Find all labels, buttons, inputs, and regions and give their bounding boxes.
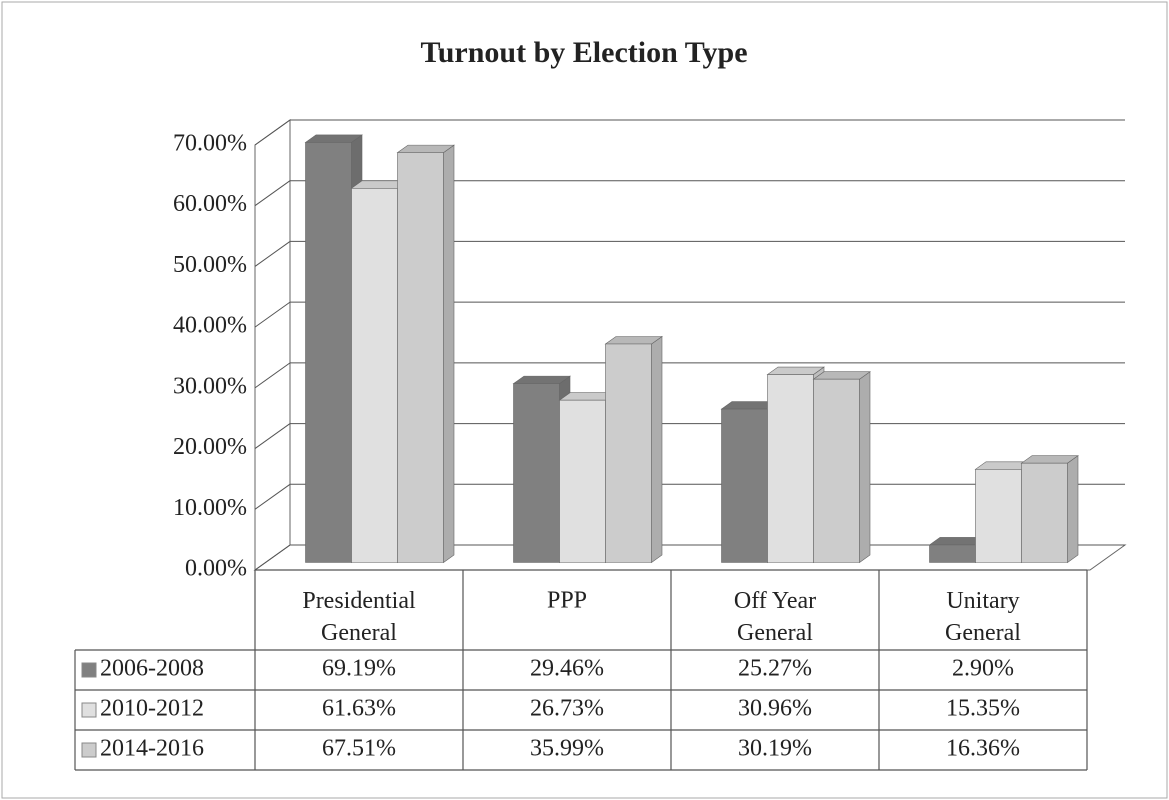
grid-line	[254, 119, 291, 146]
bar-side	[859, 371, 871, 564]
side-wall	[254, 119, 291, 571]
bar	[396, 144, 455, 564]
grid-line	[254, 483, 291, 510]
chart-title: Turnout by Election Type	[420, 36, 747, 69]
grid-line	[254, 241, 291, 267]
bar-top	[1020, 455, 1079, 464]
bar-side	[443, 144, 455, 564]
bar	[812, 371, 871, 564]
bar-front	[351, 188, 398, 563]
bar-front	[929, 544, 976, 563]
y-tick-label: 20.00%	[173, 434, 247, 460]
x-tick-label: Presidential General	[302, 588, 416, 646]
bar	[604, 335, 663, 564]
bar-side	[651, 335, 663, 564]
bar-top	[604, 336, 663, 345]
grid-line	[254, 362, 291, 389]
legend-label: 2010-2012	[100, 696, 204, 722]
legend-label: 2014-2016	[100, 736, 204, 762]
data-label: 35.99%	[530, 736, 604, 762]
y-tick-label: 10.00%	[173, 495, 247, 521]
data-label: 30.19%	[738, 736, 812, 762]
y-tick-label: 40.00%	[173, 313, 247, 339]
bar-front	[605, 343, 652, 563]
legend-swatch	[81, 742, 97, 758]
grid-line	[254, 423, 291, 449]
data-label: 26.73%	[530, 696, 604, 722]
y-tick-label: 30.00%	[173, 373, 247, 399]
bar-top	[396, 144, 455, 153]
bar-side	[1067, 455, 1079, 564]
data-label: 30.96%	[738, 696, 812, 722]
bar	[1020, 455, 1079, 564]
bar-front	[975, 469, 1022, 563]
bar-front	[721, 408, 768, 563]
bar-top	[812, 371, 871, 380]
legend-label: 2006-2008	[100, 656, 204, 682]
data-label: 67.51%	[322, 736, 396, 762]
legend-swatch	[81, 702, 97, 718]
x-tick-label: PPP	[547, 588, 587, 614]
y-tick-label: 60.00%	[173, 191, 247, 217]
bar-front	[513, 383, 560, 563]
y-tick-label: 70.00%	[173, 131, 247, 157]
grid-line	[254, 180, 291, 207]
data-label: 69.19%	[322, 656, 396, 682]
data-label: 61.63%	[322, 696, 396, 722]
bar-front	[1021, 462, 1068, 563]
bar-top	[512, 375, 571, 384]
grid-line	[254, 301, 291, 328]
x-tick-label: Unitary General	[945, 588, 1021, 646]
x-tick-label: Off Year General	[734, 588, 816, 646]
data-label: 2.90%	[952, 656, 1014, 682]
bar-front	[813, 378, 860, 563]
bar-front	[305, 142, 352, 563]
bar-top	[766, 366, 825, 375]
grid-line	[254, 544, 291, 571]
data-label: 16.36%	[946, 736, 1020, 762]
bar-front	[397, 152, 444, 563]
bar-front	[767, 374, 814, 563]
bar-top	[304, 134, 363, 143]
bar-front	[559, 399, 606, 563]
legend-swatch	[81, 662, 97, 678]
y-tick-label: 0.00%	[185, 556, 247, 582]
data-label: 29.46%	[530, 656, 604, 682]
data-label: 25.27%	[738, 656, 812, 682]
y-tick-label: 50.00%	[173, 252, 247, 278]
data-label: 15.35%	[946, 696, 1020, 722]
